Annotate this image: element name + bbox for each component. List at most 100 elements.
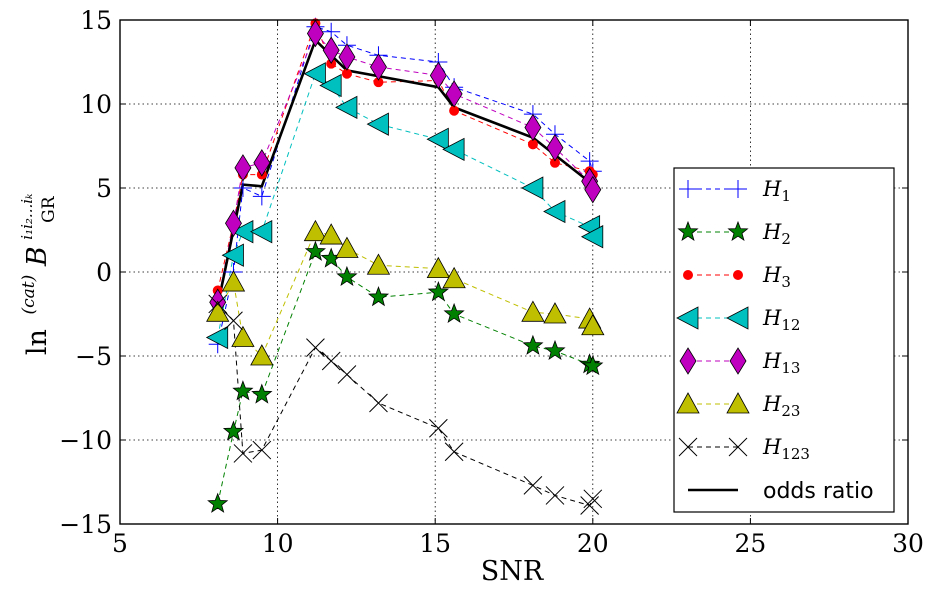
data-point-h123 [369, 393, 388, 413]
y-tick-label: 5 [96, 174, 112, 203]
y-tick-label: 10 [80, 90, 112, 119]
data-point-h2 [251, 383, 273, 404]
data-point-h23 [521, 300, 545, 322]
data-point-h2 [443, 302, 465, 324]
legend-entry-h12: H12 [676, 306, 800, 334]
data-point-h23 [581, 313, 605, 336]
y-tick-label: −15 [59, 510, 112, 539]
data-point-h23 [303, 219, 328, 242]
series-markers-h23 [206, 219, 605, 366]
data-point-h12 [303, 62, 326, 86]
data-point-h12 [221, 243, 244, 267]
legend-label-h2: H2 [762, 220, 791, 248]
series-markers-h2 [207, 240, 604, 513]
legend-label-base: H [762, 435, 782, 459]
legend-marker [728, 437, 748, 457]
data-point-h13 [225, 209, 242, 238]
data-point-h13 [369, 53, 387, 81]
legend-label-sub: 12 [781, 316, 800, 334]
legend-marker [726, 306, 749, 330]
data-point-h12 [319, 73, 342, 98]
data-point-h13 [429, 61, 447, 90]
x-tick-label: 20 [577, 529, 609, 558]
series-line-h13 [217, 32, 594, 303]
legend-box [673, 167, 895, 513]
data-point-h23 [366, 253, 391, 275]
legend-marker [676, 392, 700, 414]
data-markers [205, 17, 605, 515]
legend-marker [679, 180, 697, 198]
series-markers-h3 [212, 18, 598, 296]
data-point-h123 [306, 338, 325, 357]
data-point-h1 [252, 187, 271, 206]
data-point-h2 [336, 265, 358, 287]
y-tick-label: 0 [96, 258, 112, 287]
data-point-h12 [366, 112, 389, 136]
legend-marker [729, 180, 747, 198]
data-point-h123 [523, 476, 543, 495]
legend-label-sub: 1 [781, 187, 791, 205]
legend-marker [726, 392, 750, 414]
marker-stroke [208, 294, 228, 314]
legend-entry-h23: H23 [676, 392, 800, 420]
data-point-h23 [250, 344, 274, 366]
data-point-h12 [580, 225, 604, 249]
y-tick-label: −5 [75, 342, 112, 371]
data-point-h2 [582, 354, 604, 376]
legend-label-base: H [762, 306, 782, 330]
data-point-h2 [367, 286, 390, 307]
data-point-h13 [445, 80, 463, 108]
x-tick-label: 30 [892, 529, 924, 558]
legend-marker [678, 437, 698, 457]
legend-marker [679, 347, 697, 375]
legend-marker [683, 270, 693, 280]
marker-stroke [523, 476, 543, 495]
legend-entry-h1: H1 [679, 177, 791, 205]
y-title-b: B [22, 246, 53, 267]
y-tick-label: 15 [80, 6, 112, 35]
data-point-h123 [444, 442, 464, 462]
odds-ratio-line [216, 37, 594, 306]
data-point-h2 [522, 334, 544, 355]
series-markers-h12 [205, 62, 604, 350]
x-axis-title: SNR [481, 556, 544, 587]
y-axis-title: ln (cat) B i₁i₂...iₖ GR [8, 185, 59, 355]
y-title-idx: i₁i₂...iₖ [18, 193, 36, 240]
legend-marker [729, 347, 747, 375]
legend-entry-h2: H2 [677, 220, 791, 248]
data-point-h123 [580, 496, 600, 515]
data-point-h23 [221, 270, 246, 292]
marker-stroke [369, 393, 388, 413]
series-line-h23 [217, 231, 594, 357]
data-point-h123 [545, 486, 565, 505]
data-point-h13 [546, 133, 564, 162]
data-point-h23 [543, 302, 567, 324]
data-point-h23 [231, 325, 255, 347]
data-point-h12 [205, 325, 229, 350]
data-point-h1 [233, 179, 252, 197]
data-point-h12 [335, 95, 358, 120]
legend-label-h1: H1 [762, 177, 791, 205]
legend-entry-odds-ratio: odds ratio [688, 479, 874, 504]
legend-marker [727, 220, 749, 242]
data-point-h13 [234, 154, 252, 182]
axis-ticks: 5 10 15 20 25 30 −15 −10 −5 0 5 10 15 [59, 6, 924, 558]
data-point-h23 [335, 236, 359, 258]
x-tick-label: 15 [419, 529, 451, 558]
data-point-h13 [253, 149, 271, 177]
x-tick-label: 25 [734, 529, 766, 558]
data-point-h23 [206, 300, 230, 322]
data-point-h12 [249, 220, 273, 244]
legend-label-h123: H123 [762, 435, 810, 463]
marker-stroke [444, 442, 464, 462]
legend-label-sub: 123 [781, 445, 810, 463]
marker-stroke [545, 486, 565, 505]
marker-stroke [306, 338, 325, 357]
legend-label-sub: 2 [781, 230, 791, 248]
series-line-h123 [217, 303, 594, 507]
marker-stroke [337, 365, 357, 384]
marker-stroke [321, 351, 341, 371]
data-point-h13 [306, 19, 324, 48]
